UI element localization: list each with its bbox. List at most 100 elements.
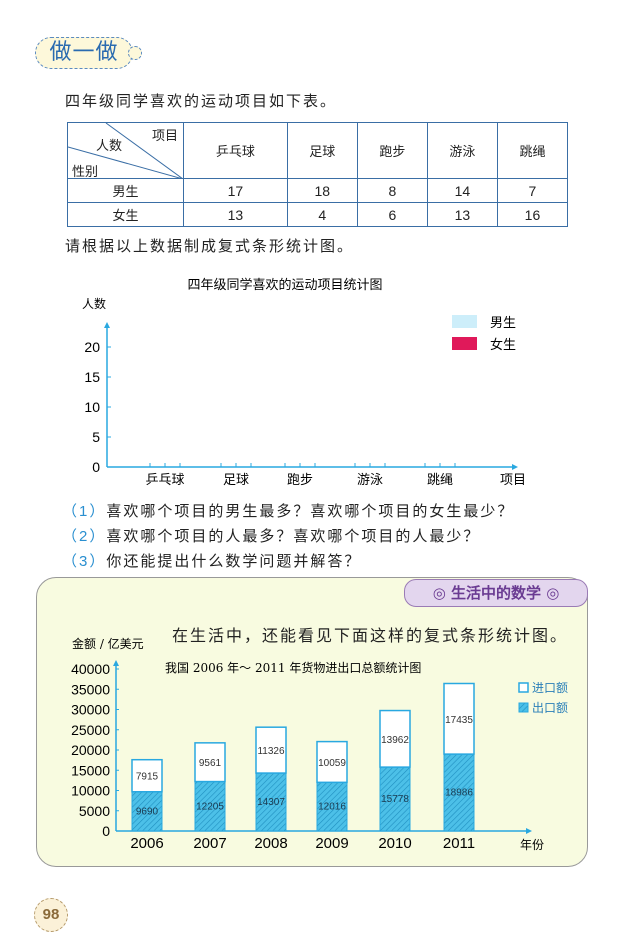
row-label: 女生 bbox=[67, 202, 184, 227]
question-text: 喜欢哪个项目的人最多？喜欢哪个项目的人最少？ bbox=[106, 527, 481, 545]
export-bar bbox=[131, 791, 163, 832]
x-axis-arrow bbox=[526, 828, 532, 834]
export-value: 15778 bbox=[381, 794, 409, 805]
import-bar bbox=[443, 682, 475, 755]
legend-swatch-export bbox=[518, 702, 529, 713]
x-axis-arrow bbox=[512, 464, 518, 470]
life-math-panel bbox=[36, 577, 588, 867]
export-bar bbox=[443, 753, 475, 832]
y-tick-label: 10000 bbox=[71, 783, 110, 799]
question-3: （3）你还能提出什么数学问题并解答？ bbox=[62, 550, 361, 571]
export-value: 12016 bbox=[318, 802, 346, 813]
y-tick-label: 25000 bbox=[71, 722, 110, 738]
column-header: 游泳 bbox=[426, 122, 498, 179]
x-tick-label: 2010 bbox=[378, 835, 411, 852]
x-tick-label: 跑步 bbox=[287, 473, 313, 488]
y-axis-arrow bbox=[104, 322, 110, 328]
chart-title: 四年级同学喜欢的运动项目统计图 bbox=[187, 277, 382, 293]
y-tick-label: 5 bbox=[92, 429, 100, 445]
question-text: 喜欢哪个项目的男生最多？喜欢哪个项目的女生最少？ bbox=[106, 502, 515, 520]
y-axis-label: 人数 bbox=[82, 296, 106, 311]
legend-label: 出口额 bbox=[532, 701, 568, 715]
import-value: 10059 bbox=[318, 758, 346, 769]
question-number: （2） bbox=[62, 528, 107, 545]
y-tick-label: 35000 bbox=[71, 681, 110, 697]
y-axis-label: 金额 / 亿美元 bbox=[72, 636, 144, 651]
column-header: 跑步 bbox=[356, 122, 428, 179]
row-label: 男生 bbox=[67, 178, 184, 203]
cell: 6 bbox=[356, 202, 428, 227]
chart-title: 我国 2006 年～ 2011 年货物进出口总额统计图 bbox=[165, 660, 421, 675]
import-bar bbox=[131, 758, 163, 793]
import-value: 17435 bbox=[445, 715, 473, 726]
y-tick-label: 30000 bbox=[71, 702, 110, 718]
x-tick-label: 2011 bbox=[443, 835, 475, 852]
life-math-tag: ◎ 生活中的数学 ◎ bbox=[404, 579, 588, 607]
x-tick-label: 2009 bbox=[315, 835, 348, 852]
import-bar bbox=[255, 726, 287, 774]
section-badge: 做一做 bbox=[35, 37, 133, 69]
import-value: 7915 bbox=[136, 772, 159, 783]
table-corner: 项目 人数 性别 bbox=[67, 122, 184, 180]
column-header: 跳绳 bbox=[496, 122, 569, 179]
export-bar bbox=[255, 772, 287, 832]
column-header: 乒乓球 bbox=[183, 122, 288, 179]
x-tick-label: 足球 bbox=[223, 473, 249, 488]
corner-middle: 人数 bbox=[96, 139, 123, 154]
legend-swatch-import bbox=[518, 682, 529, 693]
export-value: 14307 bbox=[257, 797, 285, 808]
y-tick-label: 5000 bbox=[79, 803, 110, 819]
legend-label: 进口额 bbox=[532, 681, 568, 695]
badge-decoration bbox=[128, 46, 142, 60]
x-tick-label: 2006 bbox=[130, 835, 163, 852]
y-tick-label: 0 bbox=[102, 823, 110, 839]
x-tick-label: 2007 bbox=[193, 835, 226, 852]
x-tick-label: 游泳 bbox=[357, 473, 383, 488]
x-tick-label: 2008 bbox=[254, 835, 287, 852]
legend-label: 女生 bbox=[490, 337, 516, 353]
legend-swatch bbox=[452, 337, 477, 350]
x-tick-label: 跳绳 bbox=[427, 473, 453, 488]
import-value: 13962 bbox=[381, 735, 409, 746]
export-bar bbox=[316, 781, 348, 832]
y-tick-label: 20000 bbox=[71, 742, 110, 758]
y-tick-label: 40000 bbox=[71, 661, 110, 677]
corner-bottom: 性别 bbox=[72, 165, 99, 180]
question-1: （1）喜欢哪个项目的男生最多？喜欢哪个项目的女生最少？ bbox=[62, 500, 514, 521]
export-bar bbox=[379, 766, 411, 832]
cell: 4 bbox=[286, 202, 358, 227]
export-value: 12205 bbox=[196, 801, 224, 812]
page-number: 98 bbox=[34, 898, 68, 932]
x-tick-label: 乒乓球 bbox=[145, 473, 184, 488]
corner-diagonals bbox=[68, 123, 183, 179]
cell: 13 bbox=[183, 202, 288, 227]
import-value: 9561 bbox=[199, 758, 222, 769]
cell: 13 bbox=[426, 202, 498, 227]
import-value: 11326 bbox=[257, 746, 285, 757]
question-number: （1） bbox=[62, 503, 107, 520]
instruction-text: 请根据以上数据制成复式条形统计图。 bbox=[65, 237, 355, 255]
data-table: 项目 人数 性别 乒乓球 足球 跑步 游泳 跳绳 男生 17 18 8 14 7… bbox=[67, 122, 569, 227]
question-number: （3） bbox=[62, 553, 107, 570]
cell: 18 bbox=[286, 178, 358, 203]
export-value: 18986 bbox=[445, 788, 473, 799]
x-axis-label: 项目 bbox=[500, 473, 526, 488]
export-value: 9690 bbox=[136, 806, 159, 817]
y-axis-arrow bbox=[113, 660, 119, 666]
y-tick-label: 15000 bbox=[71, 762, 110, 778]
import-bar bbox=[194, 742, 226, 783]
y-tick-label: 15 bbox=[84, 369, 100, 385]
legend-swatch bbox=[452, 315, 477, 328]
y-tick-label: 0 bbox=[92, 459, 100, 475]
question-text: 你还能提出什么数学问题并解答？ bbox=[106, 552, 362, 570]
cell: 16 bbox=[496, 202, 569, 227]
x-axis-label: 年份 bbox=[520, 838, 544, 852]
question-2: （2）喜欢哪个项目的人最多？喜欢哪个项目的人最少？ bbox=[62, 525, 480, 546]
y-tick-label: 10 bbox=[84, 399, 100, 415]
legend-label: 男生 bbox=[490, 316, 516, 331]
corner-top: 项目 bbox=[152, 129, 179, 144]
import-bar bbox=[379, 709, 411, 768]
export-bar bbox=[194, 781, 226, 832]
